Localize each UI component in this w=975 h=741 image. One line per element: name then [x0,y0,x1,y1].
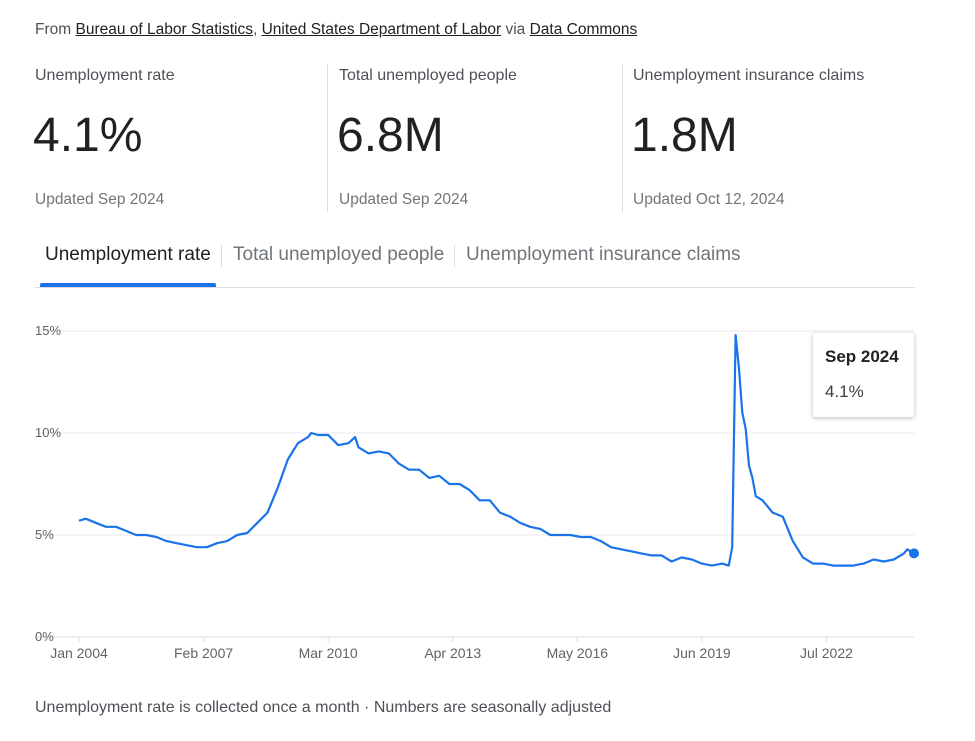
stat-card-insurance-claims: Unemployment insurance claims 1.8M Updat… [631,62,915,212]
tooltip-date: Sep 2024 [825,347,899,366]
stat-updated: Updated Sep 2024 [35,191,165,208]
source-prefix: From [35,21,72,38]
x-tick-label: Mar 2010 [299,645,358,661]
active-tab-indicator [40,283,216,287]
tab-separator [454,245,455,267]
unemployment-rate-chart[interactable]: 0% 5% 10% 15% Jan 2004 Feb 2007 Mar 2010 Apr 20… [0,300,975,680]
stat-label: Unemployment insurance claims [633,67,865,84]
x-tick-label: Feb 2007 [174,645,233,661]
series-line-unemployment-rate [78,334,915,567]
tab-total-unemployed-people[interactable]: Total unemployed people [233,244,445,265]
metric-tabs: Unemployment rate Total unemployed peopl… [35,240,915,290]
source-attribution: From Bureau of Labor Statistics, United … [35,21,637,39]
tab-separator [221,245,222,267]
chart-footnote: Unemployment rate is collected once a mo… [35,699,612,716]
stat-label: Unemployment rate [35,67,175,84]
stat-value: 1.8M [631,109,738,162]
x-tick-label: May 2016 [547,645,609,661]
y-tick-label: 10% [35,425,61,440]
tab-unemployment-insurance-claims[interactable]: Unemployment insurance claims [466,244,741,265]
stat-card-total-unemployed: Total unemployed people 6.8M Updated Sep… [337,62,629,212]
stat-value: 6.8M [337,109,444,162]
tooltip-value: 4.1% [825,382,864,401]
x-tick-label: Jan 2004 [50,645,108,661]
stat-card-unemployment-rate: Unemployment rate 4.1% Updated Sep 2024 [33,62,325,212]
stat-label: Total unemployed people [339,67,517,84]
x-tick-label: Apr 2013 [424,645,481,661]
data-point-last [909,548,919,559]
y-tick-label: 5% [35,527,54,542]
y-tick-label: 0% [35,629,54,644]
stat-updated: Updated Sep 2024 [339,191,469,208]
card-divider [327,64,328,212]
x-tick-label: Jun 2019 [673,645,731,661]
chart-tooltip: Sep 2024 4.1% [813,333,914,417]
stat-value: 4.1% [33,109,143,162]
x-tick-label: Jul 2022 [800,645,853,661]
source-link-bls[interactable]: Bureau of Labor Statistics [75,21,253,38]
source-link-data-commons[interactable]: Data Commons [529,21,638,38]
tab-unemployment-rate[interactable]: Unemployment rate [45,244,211,265]
tab-baseline [35,287,915,288]
source-separator: , [252,21,258,38]
source-link-dol[interactable]: United States Department of Labor [261,21,502,38]
y-tick-label: 15% [35,323,61,338]
source-via: via [505,21,526,38]
stat-updated: Updated Oct 12, 2024 [633,191,785,208]
card-divider [622,64,623,212]
stat-cards: Unemployment rate 4.1% Updated Sep 2024 … [33,62,915,212]
